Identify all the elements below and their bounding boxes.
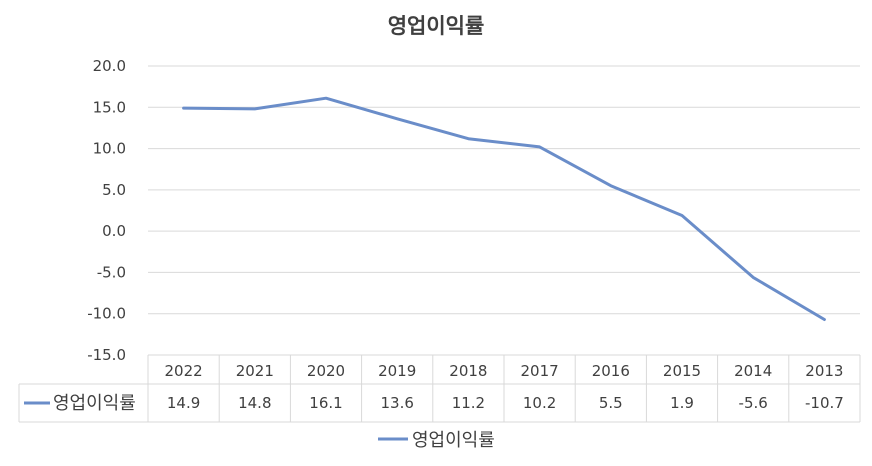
y-tick-label: 5.0	[102, 181, 126, 199]
x-category-label: 2016	[592, 362, 630, 380]
x-category-label: 2019	[378, 362, 416, 380]
x-category-label: 2021	[236, 362, 274, 380]
table-series-name: 영업이익률	[53, 393, 136, 414]
x-category-label: 2015	[663, 362, 701, 380]
legend: 영업이익률	[378, 430, 495, 451]
table-value-cell: 14.8	[238, 394, 271, 412]
y-axis-ticks: 20.0 15.0 10.0 5.0 0.0 -5.0 -10.0 -15.0	[87, 57, 126, 364]
table-value-cell: 10.2	[523, 394, 556, 412]
chart-title: 영업이익률	[388, 14, 485, 38]
x-category-label: 2020	[307, 362, 345, 380]
x-category-label: 2018	[449, 362, 487, 380]
series-lines	[182, 96, 826, 321]
y-tick-label: -10.0	[87, 305, 126, 323]
y-tick-label: -5.0	[97, 263, 126, 281]
table-value-cell: -5.6	[739, 394, 768, 412]
y-tick-label: 15.0	[93, 98, 126, 116]
x-category-label: 2014	[734, 362, 772, 380]
table-value-cell: 13.6	[380, 394, 413, 412]
table-value-cell: -10.7	[805, 394, 844, 412]
table-value-cell: 1.9	[670, 394, 694, 412]
table-value-cell: 14.9	[167, 394, 200, 412]
y-tick-label: 20.0	[93, 57, 126, 75]
y-tick-label: 0.0	[102, 222, 126, 240]
data-table: 2022 2021 2020 2019 2018 2017 2016 2015 2014 2013…	[18, 354, 861, 423]
table-value-cell: 11.2	[452, 394, 485, 412]
table-value-cell: 5.5	[599, 394, 623, 412]
y-tick-label: 10.0	[93, 140, 126, 158]
x-category-label: 2013	[805, 362, 843, 380]
y-tick-label: -15.0	[87, 346, 126, 364]
legend-label: 영업이익률	[412, 430, 495, 451]
x-category-label: 2017	[521, 362, 559, 380]
table-value-cell: 16.1	[309, 394, 342, 412]
x-category-label: 2022	[165, 362, 203, 380]
series-line	[182, 96, 826, 321]
